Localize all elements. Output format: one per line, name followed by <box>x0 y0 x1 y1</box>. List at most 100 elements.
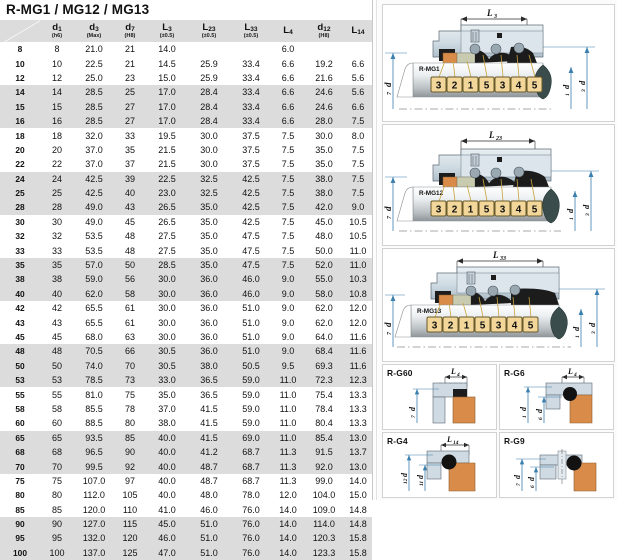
cell: 38 <box>51 274 62 285</box>
cell: 30.5 <box>158 346 176 357</box>
cell: 21 <box>124 58 135 69</box>
row-key: 33 <box>15 245 25 256</box>
cell: 75 <box>124 389 135 400</box>
cell: 58.0 <box>315 288 333 299</box>
svg-text:1: 1 <box>522 415 528 418</box>
cell: 21.0 <box>85 44 103 55</box>
spec-table-wrapper: d1 (h6) d3 (Max) d7 (H8) L3 <box>0 20 372 560</box>
cell: 85.5 <box>85 403 103 414</box>
groove-diagram-grid: R-G60 L 4 d <box>382 364 614 498</box>
svg-text:3: 3 <box>436 205 442 216</box>
cell: 7.5 <box>281 159 295 170</box>
cell: 63 <box>124 332 135 342</box>
svg-text:d: d <box>408 406 417 411</box>
svg-text:3: 3 <box>500 205 506 216</box>
cell: 48.0 <box>200 490 218 501</box>
cell: 9.0 <box>281 317 295 328</box>
table-row: 50 50 74.0 70 30.5 38.0 50.5 9.5 69.3 11.6 <box>0 358 372 373</box>
table-row: 90 90 127.0 115 45.0 51.0 76.0 14.0 114.0 14.8 <box>0 516 372 532</box>
cell: 110 <box>122 504 138 515</box>
cell: 7.5 <box>351 173 365 184</box>
diagram-r-g9: R-G9 d 7 d 6 <box>499 432 614 498</box>
shaft-label-2: R-MG12 <box>419 190 444 197</box>
svg-text:5: 5 <box>484 205 490 216</box>
svg-text:3: 3 <box>591 331 597 335</box>
cell: 7.5 <box>281 202 295 213</box>
cell: 90 <box>51 519 62 530</box>
cell: 97 <box>124 475 135 486</box>
cell: 33.4 <box>242 87 260 98</box>
cell: 28.4 <box>200 116 218 127</box>
row-key: 32 <box>15 231 25 242</box>
cell: 24.6 <box>315 101 333 112</box>
cell: 25 <box>51 188 62 199</box>
svg-text:d: d <box>383 82 393 87</box>
cell: 35.0 <box>200 202 218 213</box>
cell: 73 <box>124 375 135 386</box>
cell: 14.0 <box>349 475 367 486</box>
cell: 62.0 <box>315 317 333 328</box>
cell: 11.0 <box>279 389 297 400</box>
table-row: 24 24 42.5 39 22.5 32.5 42.5 7.5 38.0 7.5 <box>0 171 372 186</box>
cell: 78.0 <box>242 490 260 501</box>
cell: 49.0 <box>85 202 103 213</box>
col-header-d3: d3 (Max) <box>74 20 114 42</box>
cell: 45.0 <box>158 519 176 530</box>
diagram-r-mg13-drawing: L 33 <box>383 249 614 361</box>
cell: 30 <box>51 216 62 227</box>
svg-text:d: d <box>416 474 425 479</box>
cell: 6.6 <box>351 101 365 112</box>
cell: 52.0 <box>315 260 333 271</box>
cell: 114.0 <box>313 519 335 530</box>
cell: 42.0 <box>315 202 333 213</box>
cell: 27 <box>124 101 135 112</box>
cell: 93.5 <box>85 432 103 443</box>
cell: 27 <box>124 116 135 127</box>
cell: 6.6 <box>281 72 295 83</box>
cell: 19.2 <box>315 58 333 69</box>
cell: 46.0 <box>242 288 260 299</box>
cell: 50.0 <box>315 245 333 256</box>
cell: 27.5 <box>158 231 176 242</box>
table-row: 14 14 28.5 25 17.0 28.4 33.4 6.6 24.6 5.6 <box>0 85 372 100</box>
cell: 59.0 <box>242 403 260 414</box>
table-row: 16 16 28.5 27 17.0 28.4 33.4 6.6 28.0 7.5 <box>0 113 372 129</box>
svg-text:d: d <box>561 84 571 89</box>
col-header-l23: L23 (±0.5) <box>188 20 230 42</box>
cell: 13.3 <box>349 389 367 400</box>
cell: 59.0 <box>242 418 260 429</box>
cell: 76.0 <box>242 547 260 558</box>
svg-text:d: d <box>577 80 587 85</box>
cell: 30.0 <box>200 159 218 170</box>
cell: 25.9 <box>200 58 218 69</box>
row-key: 12 <box>15 72 25 83</box>
cell: 40.0 <box>158 432 176 443</box>
cell: 75.4 <box>315 389 333 400</box>
diagram-r-g6-label: R-G6 <box>504 368 525 378</box>
col-symbol-l3: L3 <box>162 21 172 34</box>
cell: 104.0 <box>312 490 336 501</box>
table-row: 85 85 120.0 110 41.0 46.0 76.0 14.0 109.0 14.8 <box>0 502 372 517</box>
svg-text:5: 5 <box>528 321 534 332</box>
cell: 37.5 <box>242 144 260 155</box>
cell: 48 <box>124 245 135 256</box>
cell: 6.6 <box>281 87 295 98</box>
row-key: 28 <box>15 202 25 213</box>
cell: 7.5 <box>281 245 295 256</box>
cell: 17.0 <box>158 87 176 98</box>
cell: 25 <box>124 87 135 98</box>
cell: 6.6 <box>281 101 295 112</box>
cell: 78.4 <box>315 403 333 414</box>
cell: 23.0 <box>158 188 176 199</box>
row-key: 15 <box>15 101 25 112</box>
cell: 40 <box>124 188 135 199</box>
col-symbol-l23: L23 <box>202 21 216 34</box>
diagram-panel: L 3 <box>378 0 617 500</box>
cell: 32.5 <box>200 173 218 184</box>
table-row: 60 60 88.5 80 38.0 41.5 59.0 11.0 80.4 13.3 <box>0 416 372 431</box>
table-row: 45 45 68.0 63 30.0 36.0 51.0 9.0 64.0 11.6 <box>0 329 372 345</box>
cell: 26.5 <box>158 202 176 213</box>
cell: 11.3 <box>279 461 297 472</box>
cell: 42.5 <box>242 216 260 227</box>
cell: 41.2 <box>200 447 218 458</box>
